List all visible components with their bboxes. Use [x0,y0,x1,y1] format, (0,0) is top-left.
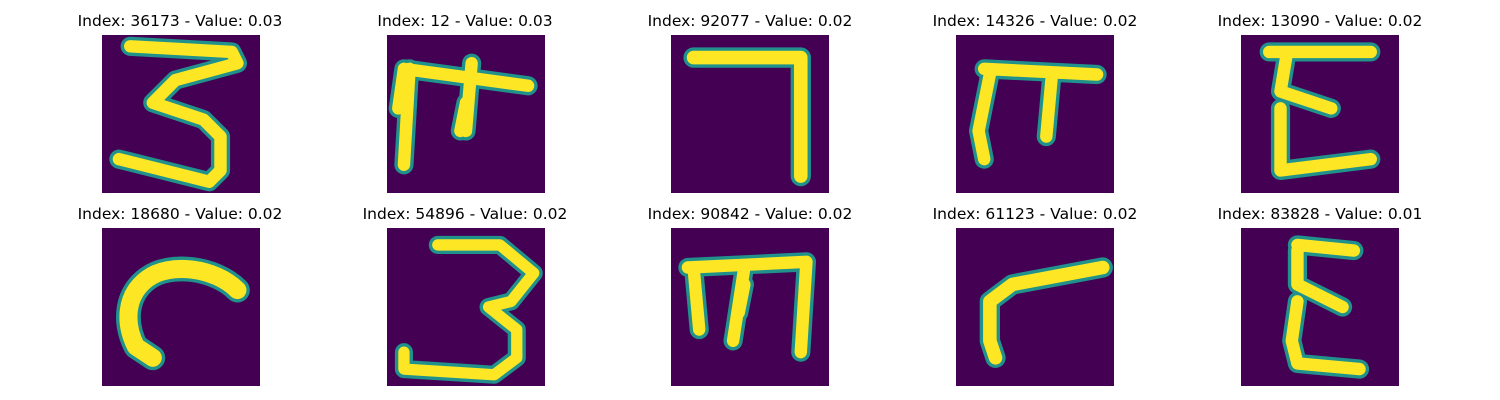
panel-title: Index: 90842 - Value: 0.02 [647,205,853,223]
digit-image [671,35,829,193]
panel-title: Index: 54896 - Value: 0.02 [362,205,568,223]
digit-image [387,35,545,193]
panel-title: Index: 61123 - Value: 0.02 [932,205,1138,223]
digit-image [1241,228,1399,386]
panel-title: Index: 13090 - Value: 0.02 [1217,12,1423,30]
digit-image [956,35,1114,193]
digit-image [956,228,1114,386]
digit-image [102,35,260,193]
panel-title: Index: 83828 - Value: 0.01 [1217,205,1423,223]
digit-image [671,228,829,386]
panel-title: Index: 18680 - Value: 0.02 [77,205,283,223]
panel-title: Index: 12 - Value: 0.03 [377,12,553,30]
digit-image [102,228,260,386]
digit-image [387,228,545,386]
panel-title: Index: 92077 - Value: 0.02 [647,12,853,30]
panel-title: Index: 14326 - Value: 0.02 [932,12,1138,30]
panel-title: Index: 36173 - Value: 0.03 [77,12,283,30]
digit-image [1241,35,1399,193]
